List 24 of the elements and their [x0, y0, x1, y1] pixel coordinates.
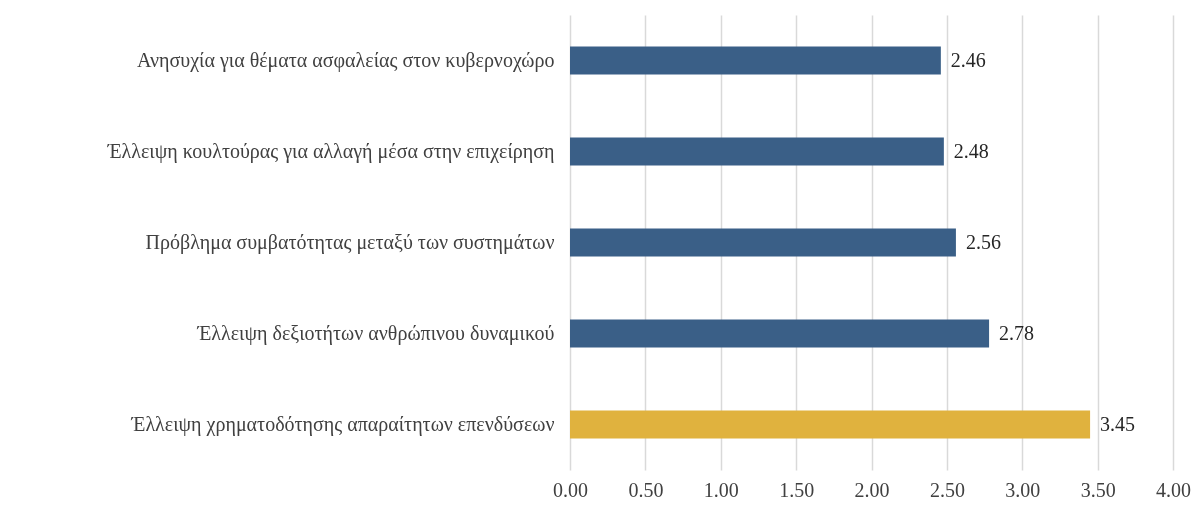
x-tick-label: 1.00 — [703, 478, 739, 501]
x-tick-label: 1.50 — [779, 478, 815, 501]
data-label: 2.46 — [950, 48, 986, 71]
x-tick-label: 3.00 — [1005, 478, 1041, 501]
y-tick-label: Έλλειψη δεξιοτήτων ανθρώπινου δυναμικού — [196, 321, 555, 345]
data-label: 2.78 — [999, 321, 1035, 344]
y-tick-label: Έλλειψη χρηματοδότησης απαραίτητων επενδύσεων — [130, 412, 555, 436]
data-label: 2.56 — [965, 230, 1001, 253]
y-tick-label: Ανησυχία για θέματα ασφαλείας στον κυβερνοχώρο — [137, 48, 555, 72]
data-label: 2.48 — [953, 139, 989, 162]
y-tick-label: Πρόβλημα συμβατότητας μεταξύ των συστημάτων — [145, 230, 555, 254]
bar — [570, 46, 941, 75]
x-tick-label: 3.50 — [1080, 478, 1116, 501]
x-tick-label: 0.00 — [553, 478, 588, 501]
bar — [570, 228, 956, 257]
bar — [570, 410, 1091, 439]
bar — [570, 319, 990, 348]
data-label: 3.45 — [1100, 412, 1136, 435]
x-tick-label: 2.00 — [854, 478, 890, 501]
y-tick-label: Έλλειψη κουλτούρας για αλλαγή μέσα στην επιχείρηση — [106, 139, 555, 163]
x-tick-label: 2.50 — [929, 478, 965, 501]
bar — [570, 137, 944, 166]
x-tick-label: 0.50 — [628, 478, 664, 501]
x-tick-label: 4.00 — [1156, 478, 1191, 501]
